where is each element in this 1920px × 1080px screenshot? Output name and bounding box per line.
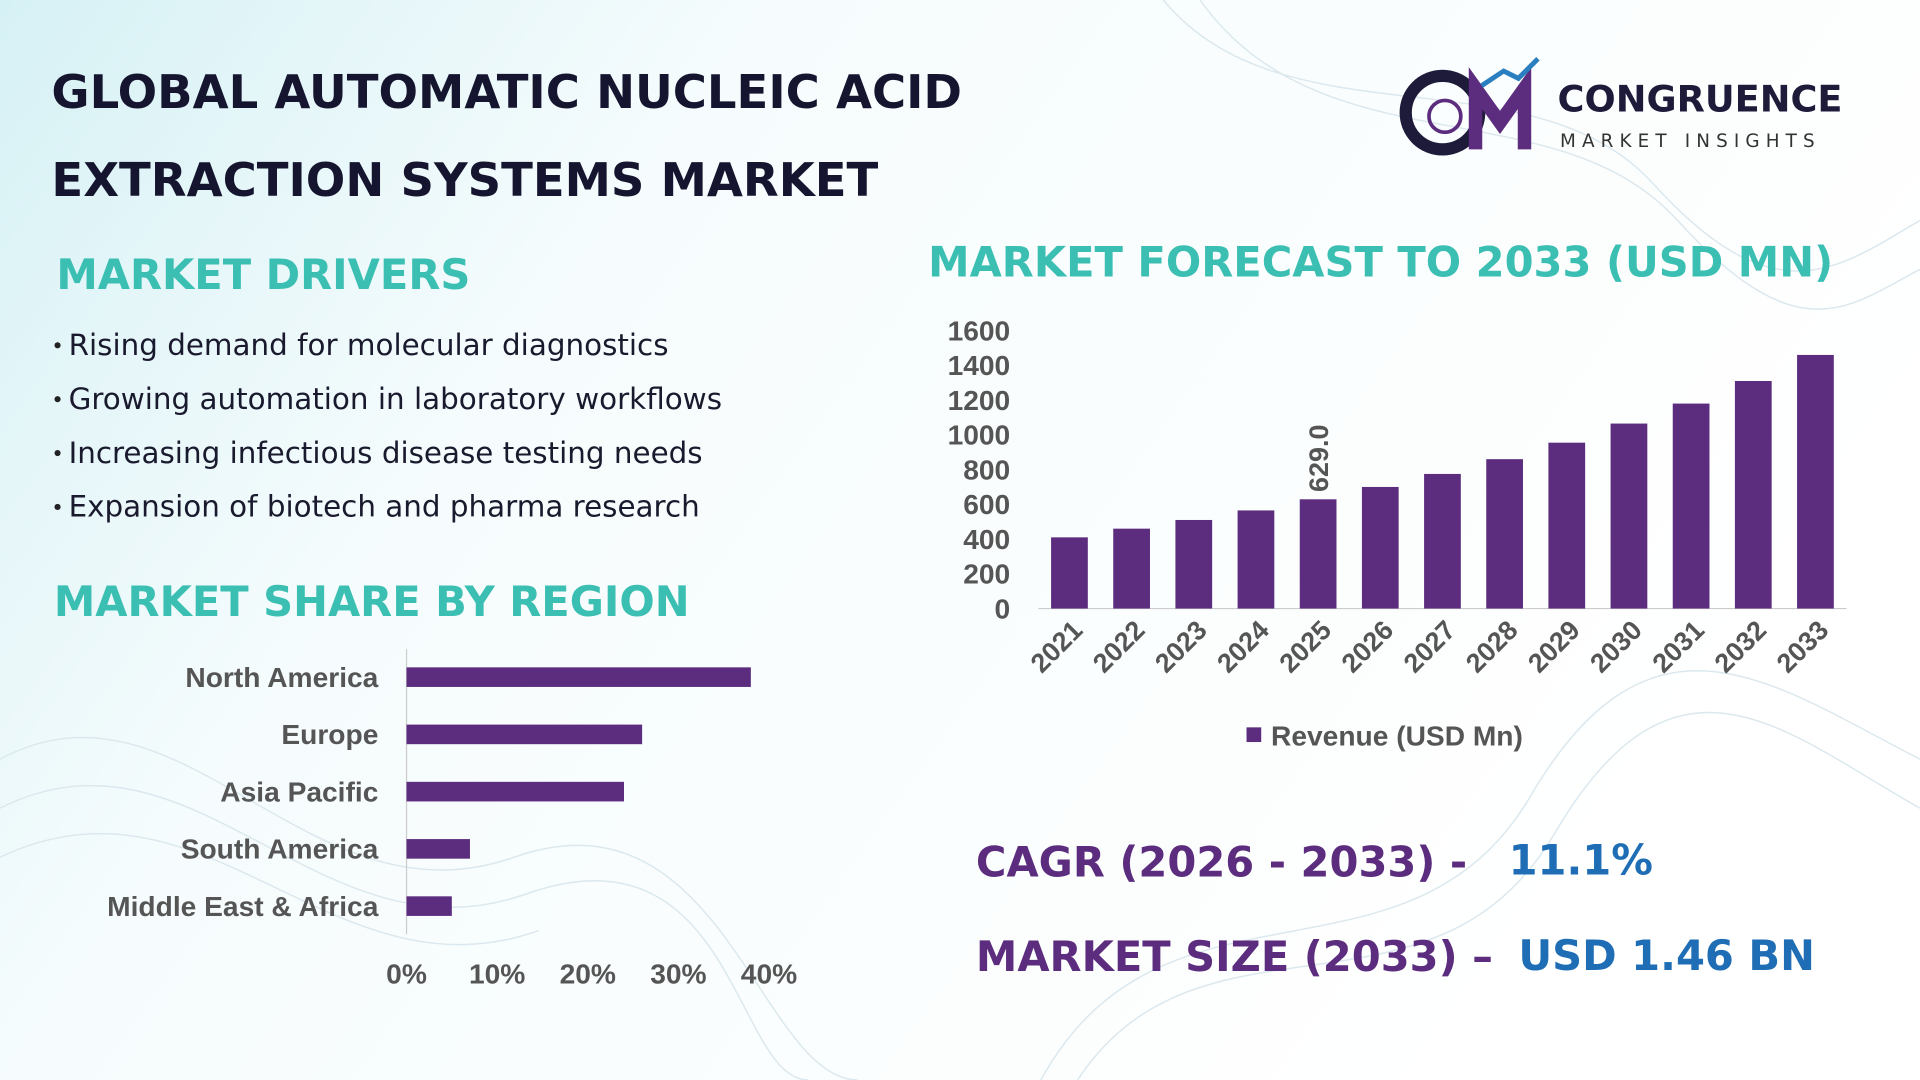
bullet <box>54 503 61 510</box>
bar <box>1797 354 1834 609</box>
title-line: GLOBAL AUTOMATIC NUCLEIC ACID <box>51 65 962 119</box>
y-tick-label: 1200 <box>948 385 1011 416</box>
x-tick-label: 10% <box>469 958 525 989</box>
y-tick-label: South America <box>181 834 379 865</box>
bar <box>1175 519 1213 609</box>
bar <box>1548 442 1586 609</box>
bar <box>1486 459 1523 609</box>
bullet <box>54 342 61 349</box>
bar <box>406 896 452 916</box>
bar <box>1424 473 1461 609</box>
data-label: 629.0 <box>1304 425 1334 492</box>
legend-swatch <box>1246 727 1262 743</box>
y-tick-label: 200 <box>963 559 1010 590</box>
bar <box>1051 537 1088 609</box>
driver-list: Rising demand for molecular diagnostics G… <box>54 328 722 524</box>
bar <box>1113 528 1150 609</box>
driver-item: Expansion of biotech and pharma research <box>69 490 700 524</box>
bullet <box>54 396 61 403</box>
y-tick-label: 0 <box>995 593 1011 624</box>
bullet <box>54 450 61 457</box>
y-tick-label: 1400 <box>948 350 1011 381</box>
driver-item: Growing automation in laboratory workflo… <box>69 382 722 416</box>
x-tick-label: 40% <box>741 958 797 989</box>
logo-name: CONGRUENCE <box>1558 77 1843 120</box>
cagr-value: 11.1% <box>1509 835 1653 884</box>
y-tick-label: 600 <box>963 489 1010 520</box>
size-label: MARKET SIZE (2033) – <box>976 932 1493 981</box>
x-tick-label: 20% <box>560 958 616 989</box>
cagr-label: CAGR (2026 - 2033) - <box>976 838 1467 887</box>
y-tick-label: Middle East & Africa <box>107 891 379 922</box>
y-tick-label: 800 <box>963 454 1010 485</box>
y-tick-label: 1000 <box>948 420 1011 451</box>
bar <box>1361 486 1399 609</box>
bar <box>406 781 624 802</box>
bar <box>1299 499 1337 609</box>
bar <box>1672 403 1710 609</box>
title-line: EXTRACTION SYSTEMS MARKET <box>51 153 878 207</box>
bar <box>1237 510 1275 609</box>
legend-label: Revenue (USD Mn) <box>1271 721 1523 752</box>
x-tick-label: 30% <box>650 958 706 989</box>
y-tick-label: Europe <box>281 719 378 750</box>
y-tick-label: 1600 <box>948 315 1011 346</box>
size-value: USD 1.46 BN <box>1518 931 1815 980</box>
y-tick-label: Asia Pacific <box>220 776 378 807</box>
x-tick-label: 0% <box>386 958 427 989</box>
driver-item: Increasing infectious disease testing ne… <box>69 436 703 470</box>
bar <box>406 839 470 859</box>
driver-item: Rising demand for molecular diagnostics <box>69 328 669 362</box>
logo-tagline: MARKET INSIGHTS <box>1560 131 1821 152</box>
logo-mark <box>1399 57 1540 156</box>
bar <box>406 724 643 745</box>
y-tick-label: 400 <box>963 524 1010 555</box>
section-heading: MARKET DRIVERS <box>56 250 470 299</box>
y-tick-label: North America <box>185 662 378 693</box>
bar <box>1734 380 1772 609</box>
section-heading: MARKET FORECAST TO 2033 (USD MN) <box>928 238 1833 287</box>
section-heading: MARKET SHARE BY REGION <box>54 577 690 626</box>
bar <box>406 667 751 687</box>
bar <box>1610 423 1648 609</box>
